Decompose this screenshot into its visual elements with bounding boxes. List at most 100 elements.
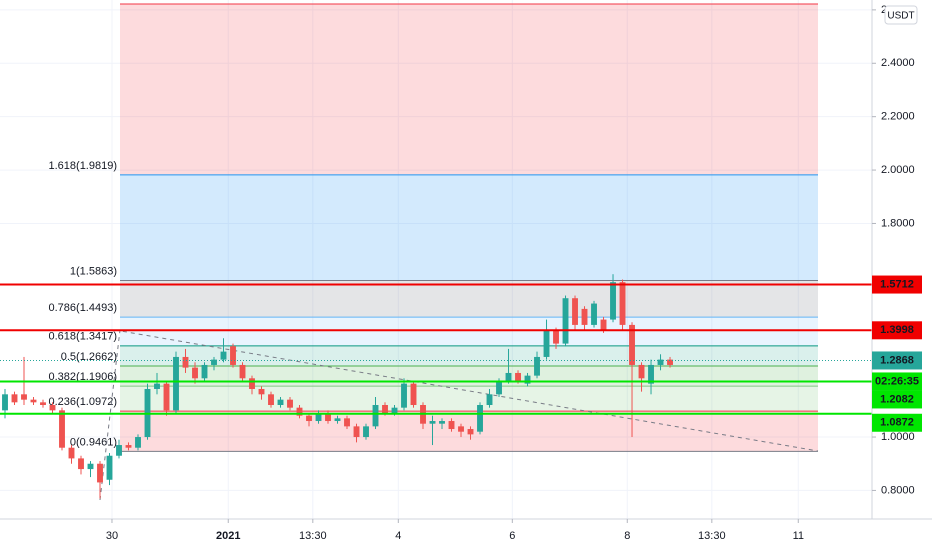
candle-body — [581, 308, 588, 325]
price-label: 1.3998 — [880, 324, 914, 336]
fib-zone — [120, 386, 818, 412]
candle-body — [325, 413, 331, 422]
x-tick-label: 30 — [106, 530, 118, 542]
fib-zone — [120, 365, 818, 387]
candle-body — [268, 394, 274, 406]
candle-body — [391, 407, 398, 414]
fib-label: 1(1.5863) — [70, 265, 117, 277]
candle-body — [277, 399, 284, 406]
candle-body — [258, 388, 265, 395]
candle-body — [401, 383, 407, 408]
candle-body — [382, 405, 388, 414]
candle-body — [439, 421, 445, 424]
candle-body — [515, 372, 521, 381]
candle-body — [106, 455, 113, 480]
fib-label: 0.236(1.0972) — [49, 396, 118, 408]
y-tick-label: 1.8000 — [881, 217, 915, 229]
candle-body — [610, 282, 616, 320]
price-label-box — [872, 275, 922, 294]
candle-body — [97, 463, 103, 483]
price-label: 1.2082 — [880, 393, 914, 405]
candle-body — [211, 359, 217, 365]
candle-body — [87, 463, 94, 470]
price-label-box — [872, 351, 922, 370]
candle-body — [572, 298, 578, 325]
x-tick-label: 4 — [395, 530, 401, 542]
candle-body — [249, 378, 255, 389]
candle-body — [344, 418, 350, 427]
price-label-box — [872, 390, 922, 409]
candle-body — [524, 375, 531, 384]
candle-body — [201, 364, 208, 379]
candle-body — [619, 282, 626, 325]
candle-body — [657, 359, 664, 365]
candle-body — [477, 405, 483, 432]
fib-zone — [120, 3, 818, 175]
fib-label: 0.5(1.2662) — [61, 351, 117, 363]
candle-body — [21, 394, 27, 400]
candle-body — [562, 298, 569, 344]
candle-body — [40, 402, 46, 406]
x-tick-label: 13:30 — [698, 530, 726, 542]
candle-body — [410, 383, 417, 406]
y-tick-label: 2.4000 — [881, 57, 915, 69]
candle-body — [30, 399, 37, 403]
x-tick-label: 8 — [624, 530, 630, 542]
candle-body — [59, 410, 65, 448]
candle-body — [486, 394, 493, 406]
candle-body — [11, 394, 18, 403]
x-tick-label: 6 — [509, 530, 515, 542]
currency-badge[interactable] — [884, 5, 918, 25]
candle-body — [315, 413, 322, 422]
y-tick-label: 2.2000 — [881, 111, 915, 123]
candle-body — [68, 447, 75, 459]
y-tick-label: 1.0000 — [881, 431, 915, 443]
candle-body — [287, 399, 293, 408]
fib-label: 0.382(1.1906) — [49, 371, 118, 383]
candle-body — [543, 330, 550, 357]
candle-body — [296, 407, 303, 416]
candle-body — [629, 324, 635, 365]
x-tick-label: 11 — [793, 530, 804, 542]
fib-zone — [120, 317, 818, 346]
candle-body — [78, 458, 84, 470]
candle-body — [116, 445, 122, 456]
fib-zone — [120, 280, 818, 318]
price-label: 1.2868 — [880, 354, 914, 366]
candle-body — [458, 426, 464, 432]
candle-body — [448, 421, 455, 430]
candle-body — [182, 356, 189, 368]
fib-label: 0.786(1.4493) — [49, 302, 118, 314]
candle-body — [306, 415, 312, 422]
candle-body — [505, 372, 512, 381]
candle-body — [230, 346, 236, 365]
candle-body — [600, 319, 607, 331]
fib-zone — [120, 174, 818, 281]
candle-body — [553, 330, 559, 344]
fib-label: 1.618(1.9819) — [49, 160, 118, 172]
candle-body — [2, 394, 8, 411]
candle-body — [638, 364, 645, 379]
currency-label: USDT — [887, 11, 914, 22]
price-label-box — [872, 321, 922, 340]
y-tick-label: 0.8000 — [881, 484, 915, 496]
price-label-box — [872, 372, 922, 391]
trend-line — [114, 329, 819, 452]
x-tick-label: 2021 — [216, 530, 240, 542]
candle-body — [591, 303, 597, 325]
x-tick-label: 13:30 — [299, 530, 327, 542]
candle-body — [363, 426, 369, 438]
candle-body — [192, 367, 198, 379]
fib-label: 0.618(1.3417) — [49, 331, 118, 343]
y-tick-label: 2.0000 — [881, 164, 915, 176]
candle-body — [667, 359, 673, 365]
candle-body — [154, 383, 160, 389]
candle-body — [534, 356, 540, 376]
candle-body — [648, 364, 654, 384]
candle-body — [125, 445, 132, 448]
candle-body — [49, 405, 56, 411]
candle-body — [220, 351, 227, 360]
candle-body — [135, 437, 141, 448]
price-label-box — [872, 413, 922, 432]
